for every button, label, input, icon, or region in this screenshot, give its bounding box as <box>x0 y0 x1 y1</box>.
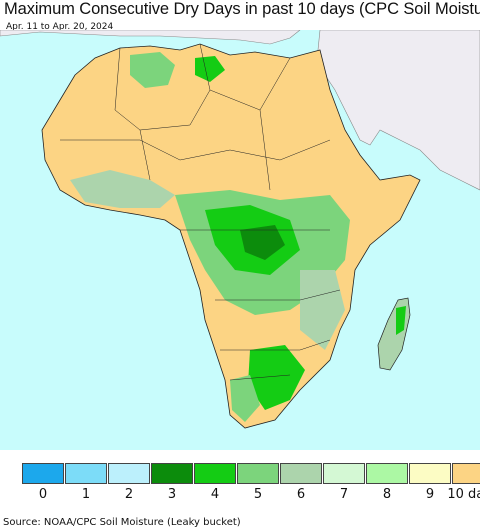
legend-label-10: 10 days <box>447 487 480 502</box>
map-title: Maximum Consecutive Dry Days in past 10 … <box>4 0 480 18</box>
legend: 0 1 2 3 4 5 6 7 8 9 10 days <box>0 460 480 510</box>
legend-swatch-9 <box>409 463 451 484</box>
legend-swatch-2 <box>108 463 150 484</box>
legend-label-2: 2 <box>124 487 134 502</box>
legend-swatch-0 <box>22 463 64 484</box>
country-borders <box>60 43 341 381</box>
legend-label-5: 5 <box>253 487 263 502</box>
legend-swatch-6 <box>280 463 322 484</box>
legend-swatch-5 <box>237 463 279 484</box>
legend-label-0: 0 <box>38 487 48 502</box>
legend-swatch-8 <box>366 463 408 484</box>
wet-zone-south-light <box>230 375 260 422</box>
africa-dry-days-map <box>0 30 480 450</box>
wet-zone-east <box>300 270 345 350</box>
legend-swatch-1 <box>65 463 107 484</box>
legend-label-8: 8 <box>382 487 392 502</box>
legend-swatch-3 <box>151 463 193 484</box>
wet-zone-north <box>130 52 175 88</box>
madagascar-wet <box>396 306 406 335</box>
wet-zone-atlas <box>195 56 225 82</box>
middle-east-landmass <box>317 30 480 191</box>
europe-landmass <box>0 30 301 45</box>
wet-zone-congo <box>240 225 285 260</box>
map-subtitle: Apr. 11 to Apr. 20, 2024 <box>6 22 114 32</box>
legend-label-7: 7 <box>339 487 349 502</box>
legend-label-6: 6 <box>296 487 306 502</box>
wet-zone-westafrica <box>70 170 175 208</box>
source-note: Source: NOAA/CPC Soil Moisture (Leaky bu… <box>3 517 241 528</box>
wet-zone-south <box>248 345 305 410</box>
legend-label-9: 9 <box>425 487 435 502</box>
legend-label-1: 1 <box>81 487 91 502</box>
legend-label-4: 4 <box>210 487 220 502</box>
legend-swatch-7 <box>323 463 365 484</box>
legend-label-3: 3 <box>167 487 177 502</box>
legend-swatch-4 <box>194 463 236 484</box>
legend-swatch-10 <box>452 463 480 484</box>
